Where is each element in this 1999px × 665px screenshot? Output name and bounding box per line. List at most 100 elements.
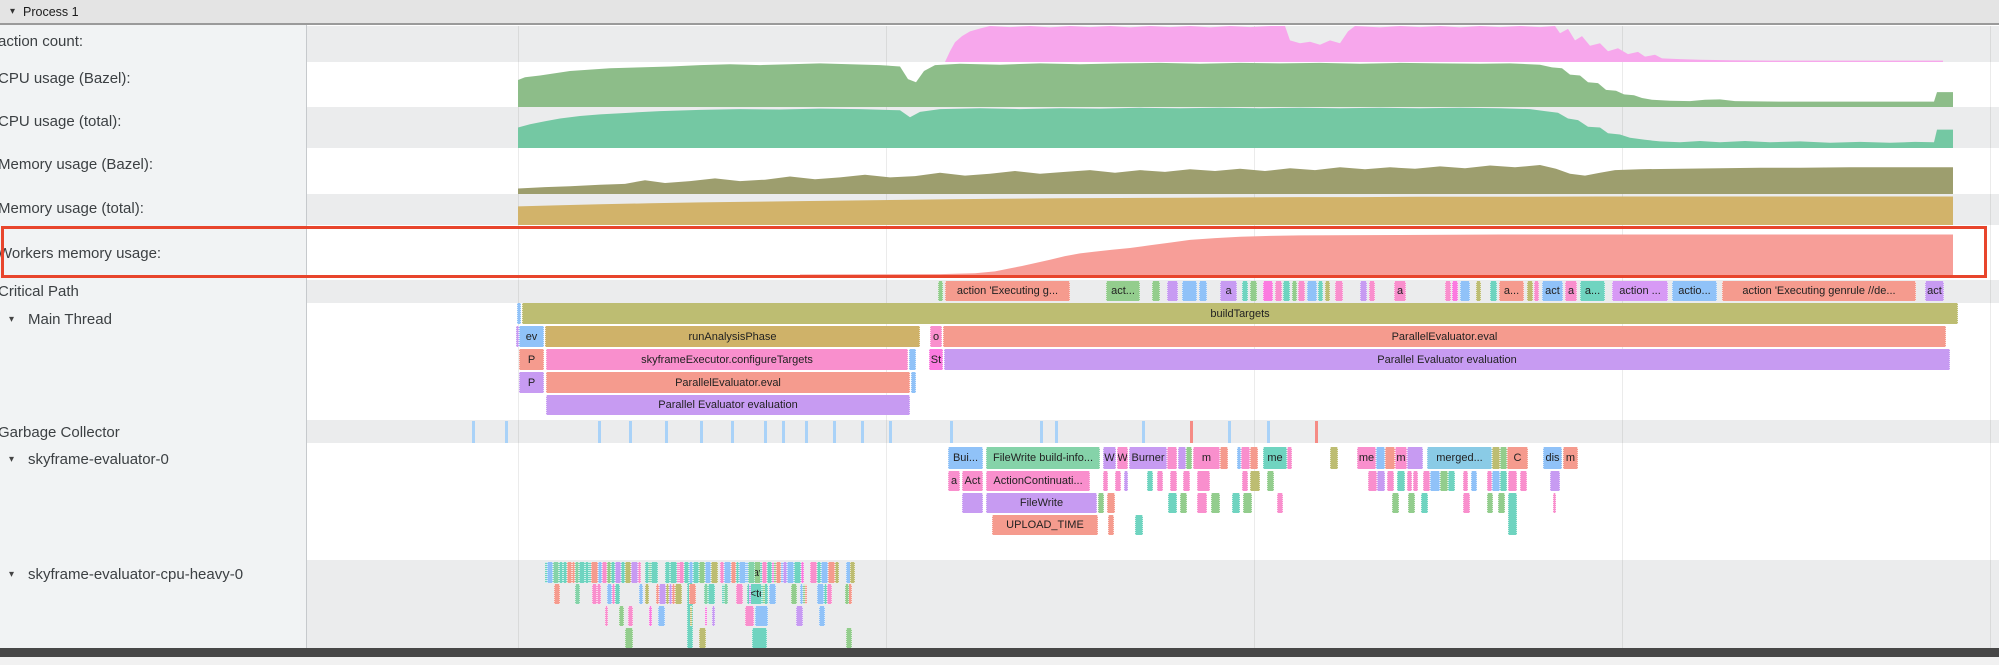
trace-span[interactable]	[746, 562, 748, 583]
gc-tick[interactable]	[833, 421, 836, 443]
trace-span[interactable]	[1147, 471, 1153, 491]
trace-span[interactable]: ParallelEvaluator.eval	[943, 326, 1946, 347]
trace-span[interactable]	[1460, 281, 1470, 301]
trace-span[interactable]	[1197, 493, 1207, 513]
trace-span[interactable]	[554, 584, 560, 604]
trace-span[interactable]	[1237, 447, 1241, 469]
trace-span[interactable]	[1168, 493, 1177, 513]
trace-span[interactable]	[1421, 493, 1428, 513]
gc-tick[interactable]	[950, 421, 953, 443]
trace-span[interactable]	[1287, 447, 1292, 469]
trace-span[interactable]: m	[1395, 447, 1407, 469]
trace-span[interactable]	[1135, 515, 1143, 535]
trace-span[interactable]: FileWrite	[986, 493, 1097, 513]
process-group-header[interactable]: ▾ Process 1	[0, 0, 1999, 25]
trace-span[interactable]	[1413, 471, 1418, 491]
trace-span[interactable]	[772, 562, 774, 583]
trace-span[interactable]	[769, 584, 776, 604]
trace-span[interactable]	[1500, 471, 1507, 491]
gc-tick[interactable]	[861, 421, 864, 443]
trace-span[interactable]: UPLOAD_TIME	[992, 515, 1098, 535]
trace-span[interactable]	[607, 562, 611, 583]
trace-span[interactable]	[1263, 281, 1273, 301]
gc-tick[interactable]	[782, 421, 785, 443]
gc-tick[interactable]	[1040, 421, 1043, 443]
trace-span[interactable]	[1407, 471, 1412, 491]
trace-span[interactable]	[579, 562, 585, 583]
trace-span[interactable]	[705, 606, 707, 626]
trace-span[interactable]	[553, 562, 559, 583]
trace-span[interactable]: Act	[962, 471, 983, 491]
trace-span[interactable]: a	[1394, 281, 1406, 301]
trace-span[interactable]	[589, 562, 591, 583]
trace-span[interactable]	[705, 562, 711, 583]
trace-span[interactable]	[516, 326, 519, 347]
trace-span[interactable]	[1199, 281, 1207, 301]
trace-span[interactable]	[1298, 281, 1305, 301]
trace-span[interactable]: skyframeExecutor.configureTargets	[546, 349, 908, 370]
trace-span[interactable]	[517, 303, 521, 324]
trace-span[interactable]: m	[1563, 447, 1578, 469]
gc-tick[interactable]	[629, 421, 632, 443]
trace-span[interactable]	[1553, 493, 1556, 513]
trace-span[interactable]	[575, 562, 579, 583]
trace-span[interactable]	[724, 584, 728, 604]
trace-span[interactable]	[1463, 471, 1468, 491]
trace-span[interactable]	[1283, 281, 1290, 301]
trace-span[interactable]	[597, 584, 601, 604]
trace-span[interactable]	[1167, 447, 1177, 469]
trace-span[interactable]	[739, 562, 746, 583]
trace-span[interactable]	[1385, 447, 1395, 469]
trace-span[interactable]	[1471, 471, 1477, 491]
trace-span[interactable]: act...	[1106, 281, 1140, 301]
trace-span[interactable]	[1487, 471, 1492, 491]
trace-span[interactable]	[1408, 493, 1415, 513]
trace-span[interactable]	[699, 562, 705, 583]
trace-span[interactable]	[817, 562, 821, 583]
counter-chart-memory-usage-bazel-[interactable]	[0, 148, 1999, 194]
trace-span[interactable]	[621, 562, 625, 583]
trace-span[interactable]	[645, 584, 649, 604]
trace-span[interactable]: ActionContinuati...	[986, 471, 1090, 491]
trace-span[interactable]: a...	[1499, 281, 1524, 301]
trace-span[interactable]	[796, 606, 803, 626]
trace-span[interactable]	[1440, 471, 1448, 491]
trace-span[interactable]	[1452, 281, 1458, 301]
trace-span[interactable]	[1448, 471, 1455, 491]
trace-span[interactable]	[679, 562, 684, 583]
trace-span[interactable]	[761, 584, 763, 604]
trace-span[interactable]	[1520, 471, 1527, 491]
gc-tick[interactable]	[598, 421, 601, 443]
trace-span[interactable]	[1492, 471, 1500, 491]
trace-span[interactable]	[615, 584, 620, 604]
trace-span[interactable]	[845, 584, 849, 604]
trace-span[interactable]	[693, 562, 699, 583]
trace-span[interactable]	[846, 628, 852, 648]
trace-span[interactable]	[689, 562, 693, 583]
trace-span[interactable]	[1180, 493, 1187, 513]
trace-span[interactable]	[745, 606, 754, 626]
trace-span[interactable]	[704, 584, 708, 604]
trace-span[interactable]	[794, 562, 801, 583]
trace-span[interactable]	[1550, 471, 1560, 491]
trace-span[interactable]	[1267, 471, 1274, 491]
trace-span[interactable]	[1232, 493, 1240, 513]
trace-span[interactable]	[559, 562, 563, 583]
trace-span[interactable]	[711, 562, 718, 583]
trace-span[interactable]	[1377, 471, 1385, 491]
trace-span[interactable]	[1407, 447, 1423, 469]
gc-tick[interactable]	[1228, 421, 1231, 443]
trace-span[interactable]	[776, 562, 781, 583]
trace-span[interactable]	[720, 562, 724, 583]
trace-span[interactable]	[689, 584, 696, 604]
trace-span[interactable]	[1211, 493, 1220, 513]
trace-span[interactable]	[684, 562, 689, 583]
trace-span[interactable]	[631, 562, 638, 583]
trace-span[interactable]	[547, 562, 553, 583]
trace-span[interactable]	[850, 562, 855, 583]
collapse-arrow-icon[interactable]: ▾	[10, 6, 16, 17]
collapse-arrow-icon[interactable]: ▾	[9, 313, 15, 325]
trace-span[interactable]	[638, 562, 641, 583]
trace-span[interactable]	[669, 584, 672, 604]
trace-span[interactable]	[1387, 471, 1394, 491]
